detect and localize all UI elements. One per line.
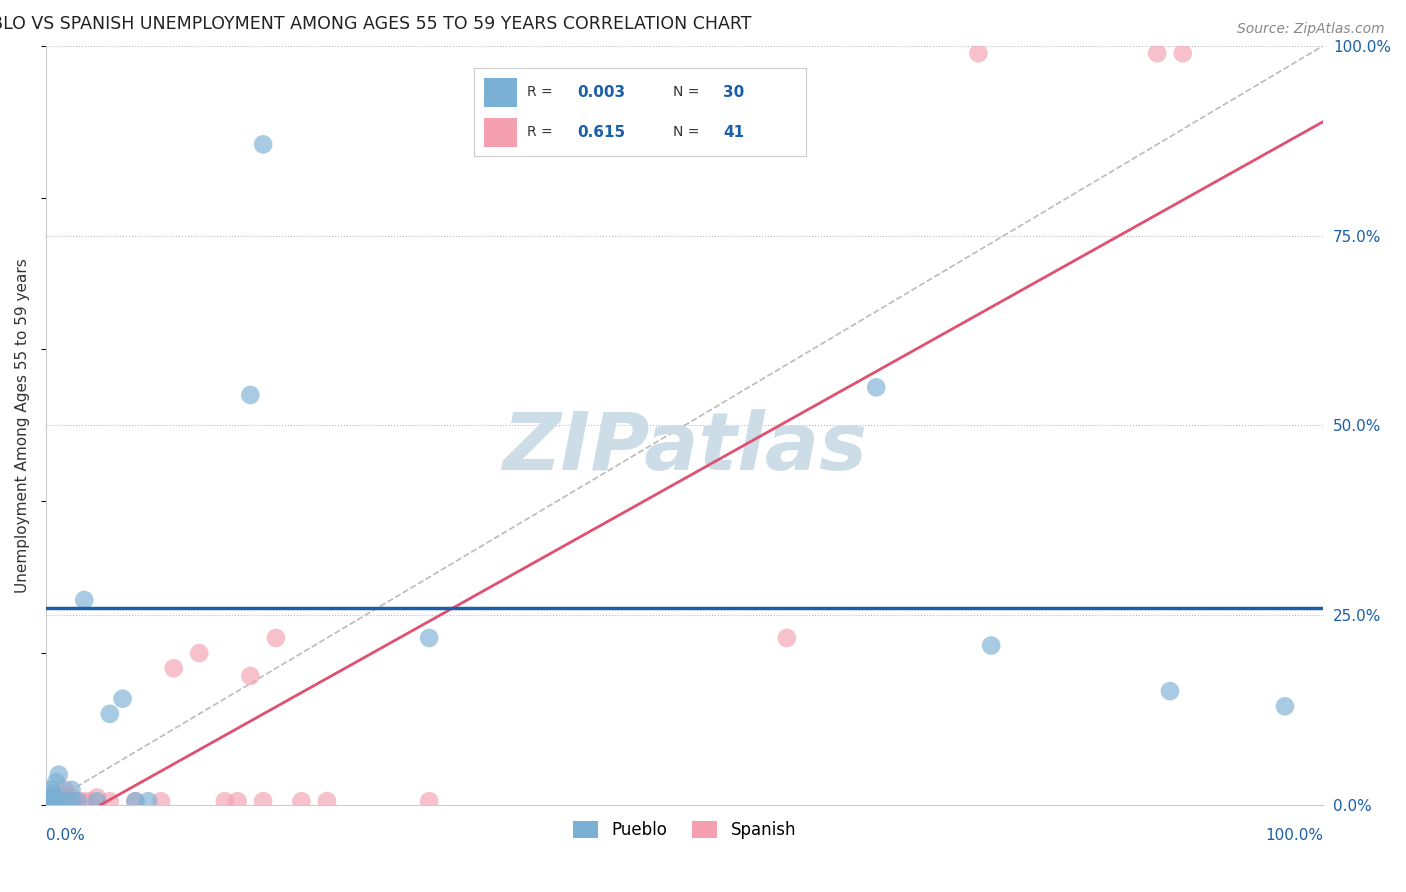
- Point: [66, 794, 89, 808]
- Point: [41, 790, 63, 805]
- Point: [73, 593, 96, 607]
- Point: [45, 790, 67, 805]
- Point: [252, 794, 274, 808]
- Text: ZIPatlas: ZIPatlas: [502, 409, 868, 487]
- Point: [41, 787, 63, 801]
- Point: [316, 794, 339, 808]
- Point: [290, 794, 312, 808]
- Text: Source: ZipAtlas.com: Source: ZipAtlas.com: [1237, 22, 1385, 37]
- Point: [42, 794, 65, 808]
- Point: [163, 661, 186, 675]
- Point: [60, 794, 83, 808]
- Point: [39, 782, 62, 797]
- Point: [63, 794, 86, 808]
- Point: [980, 639, 1002, 653]
- Point: [53, 790, 76, 805]
- Point: [66, 794, 89, 808]
- Point: [44, 794, 66, 808]
- Point: [124, 794, 146, 808]
- Point: [58, 794, 80, 808]
- Point: [60, 794, 83, 808]
- Point: [149, 794, 172, 808]
- Point: [239, 669, 262, 683]
- Point: [51, 794, 73, 808]
- Point: [73, 794, 96, 808]
- Text: 100.0%: 100.0%: [1265, 828, 1323, 843]
- Point: [39, 790, 62, 805]
- Point: [98, 794, 121, 808]
- Point: [38, 794, 60, 808]
- Y-axis label: Unemployment Among Ages 55 to 59 years: Unemployment Among Ages 55 to 59 years: [15, 258, 30, 592]
- Point: [418, 794, 440, 808]
- Point: [98, 706, 121, 721]
- Point: [38, 794, 60, 808]
- Point: [418, 631, 440, 645]
- Point: [711, 137, 734, 152]
- Point: [48, 794, 70, 808]
- Point: [214, 794, 236, 808]
- Point: [41, 794, 63, 808]
- Point: [41, 794, 63, 808]
- Point: [79, 794, 101, 808]
- Point: [124, 794, 146, 808]
- Point: [1146, 46, 1168, 61]
- Point: [226, 794, 249, 808]
- Point: [252, 137, 274, 152]
- Point: [53, 794, 76, 808]
- Point: [136, 794, 159, 808]
- Point: [86, 794, 108, 808]
- Point: [38, 794, 60, 808]
- Point: [38, 796, 60, 810]
- Point: [45, 794, 67, 808]
- Point: [188, 646, 211, 660]
- Point: [60, 790, 83, 805]
- Point: [60, 782, 83, 797]
- Point: [1274, 699, 1296, 714]
- Point: [52, 794, 75, 808]
- Point: [1171, 46, 1194, 61]
- Point: [53, 782, 76, 797]
- Point: [46, 794, 69, 808]
- Point: [776, 631, 799, 645]
- Point: [45, 775, 67, 789]
- Legend: Pueblo, Spanish: Pueblo, Spanish: [567, 814, 803, 846]
- Point: [48, 794, 70, 808]
- Point: [48, 767, 70, 781]
- Point: [1159, 684, 1181, 698]
- Point: [111, 691, 134, 706]
- Point: [264, 631, 287, 645]
- Point: [865, 380, 887, 394]
- Point: [239, 388, 262, 402]
- Point: [39, 794, 62, 808]
- Text: PUEBLO VS SPANISH UNEMPLOYMENT AMONG AGES 55 TO 59 YEARS CORRELATION CHART: PUEBLO VS SPANISH UNEMPLOYMENT AMONG AGE…: [0, 15, 751, 33]
- Point: [42, 794, 65, 808]
- Point: [44, 794, 66, 808]
- Point: [53, 794, 76, 808]
- Point: [86, 790, 108, 805]
- Point: [967, 46, 990, 61]
- Text: 0.0%: 0.0%: [46, 828, 84, 843]
- Point: [48, 790, 70, 805]
